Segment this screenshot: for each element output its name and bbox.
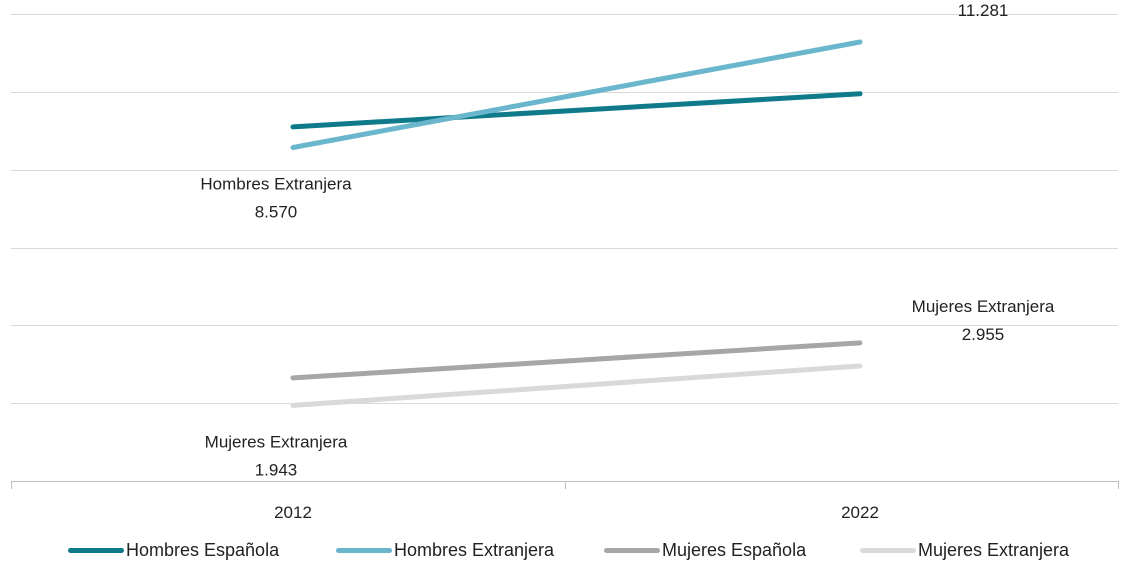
legend-swatch (336, 548, 392, 553)
legend-label: Mujeres Extranjera (918, 540, 1070, 560)
series-line-mujeres-espa-ola (290, 340, 863, 381)
data-label-value: 8.570 (255, 202, 298, 221)
legend-label: Hombres Española (126, 540, 280, 560)
legend: Hombres Española Hombres Extranjera Mujere… (0, 540, 1128, 568)
legend-swatch (860, 548, 916, 553)
legend-label: Mujeres Española (662, 540, 807, 560)
data-label-value: 2.955 (962, 325, 1005, 344)
series-line-mujeres-extranjera (290, 363, 863, 408)
legend-item: Hombres Española (68, 540, 279, 561)
gridlines (11, 14, 1118, 404)
series-line-hombres-extranjera (290, 39, 863, 150)
data-label-series: Mujeres Extranjera (912, 297, 1055, 316)
x-tick-label: 2022 (841, 503, 879, 522)
legend-swatch (604, 548, 660, 553)
data-label-value: 1.943 (255, 460, 298, 479)
data-label-series: Mujeres Extranjera (205, 432, 348, 451)
legend-swatch (68, 548, 124, 553)
data-label-series: Hombres Extranjera (200, 174, 352, 193)
legend-item: Hombres Extranjera (336, 540, 554, 561)
series-lines (290, 39, 863, 408)
legend-item: Mujeres Española (604, 540, 806, 561)
series-line-hombres-espa-ola (290, 91, 863, 130)
x-tick-label: 2012 (274, 503, 312, 522)
legend-item: Mujeres Extranjera (860, 540, 1069, 561)
data-label-value: 11.281 (958, 1, 1009, 20)
legend-label: Hombres Extranjera (394, 540, 555, 560)
x-axis: 2012 2022 (11, 481, 1119, 522)
